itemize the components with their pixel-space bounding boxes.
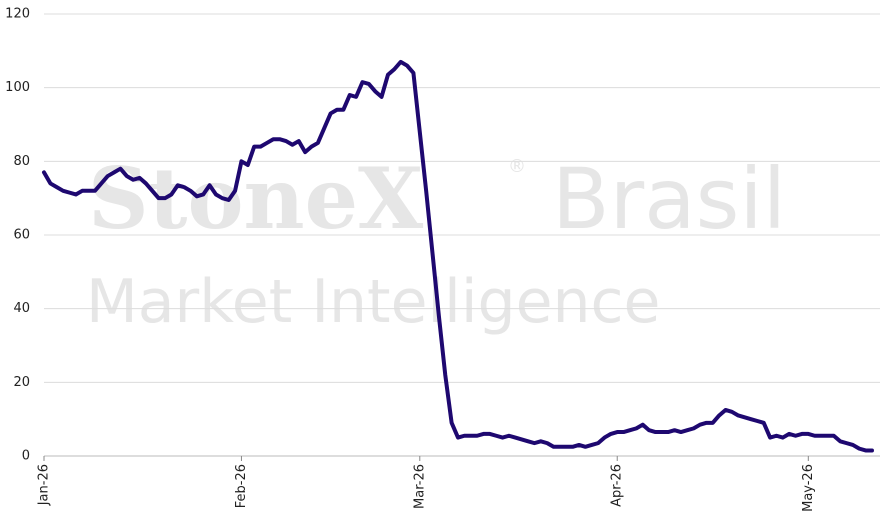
y-tick-label: 60 [13, 228, 30, 243]
x-tick-label: May-26 [801, 464, 816, 512]
y-tick-label: 100 [5, 80, 30, 95]
watermark: Brasil [552, 150, 786, 248]
y-tick-label: 20 [13, 375, 30, 390]
x-tick-label: Feb-26 [234, 464, 249, 508]
y-tick-label: 80 [13, 154, 30, 169]
x-tick-label: Mar-26 [412, 464, 427, 509]
y-tick-label: 40 [13, 301, 30, 316]
x-tick-label: Apr-26 [610, 464, 625, 507]
watermark: StoneX [88, 149, 424, 248]
watermark: ® [508, 156, 526, 177]
y-tick-label: 0 [22, 449, 30, 464]
y-tick-label: 120 [5, 7, 30, 22]
x-tick-label: Jan-26 [37, 464, 52, 506]
data-line [42, 59, 874, 453]
watermark: Market Intelligence [86, 267, 660, 337]
